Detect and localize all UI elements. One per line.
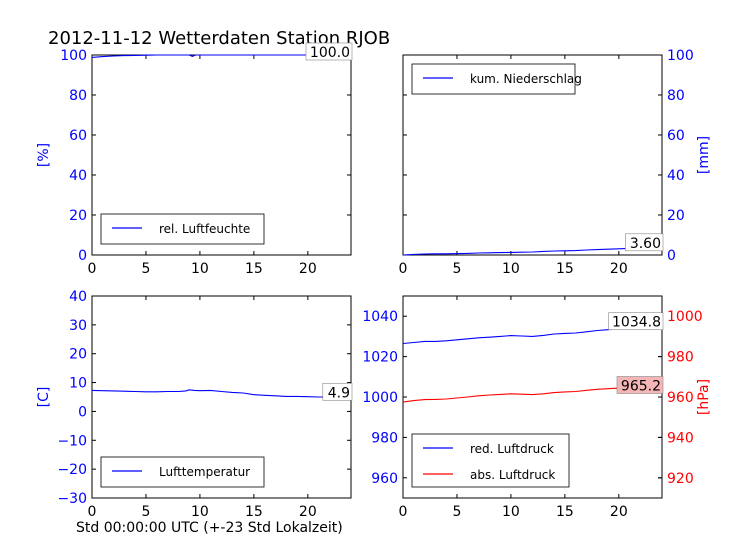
x-tick-label: 0 xyxy=(88,504,97,520)
last-value-frame xyxy=(625,233,664,252)
y-tick-label: 1000 xyxy=(362,390,398,406)
y-right-tick-label: 980 xyxy=(667,350,694,366)
legend-frame xyxy=(100,456,265,488)
y-tick-label: 60 xyxy=(667,128,685,144)
y-tick-label: 0 xyxy=(78,404,87,420)
chart-panel-2: 0 5 10 15 20 0 20 40 60 80 100 [mm] 3.60 kum. Nieders… xyxy=(399,48,712,277)
y-axis-label: [hPa] xyxy=(696,379,712,415)
legend-label-1: red. Luftdruck xyxy=(470,442,554,456)
last-value-label: 100.0 xyxy=(310,45,350,61)
last-value-box: 965.2 xyxy=(616,376,664,394)
y-right-tick-label: 1000 xyxy=(667,309,703,325)
x-tick-label: 0 xyxy=(399,261,408,277)
chart-panel-4: 0 5 10 15 20 960 980 1000 1020 1040 920 940 960 980 10… xyxy=(362,295,712,520)
y-tick-label: 980 xyxy=(371,430,398,446)
y-tick-label: 10 xyxy=(69,376,87,392)
legend-frame xyxy=(411,433,570,488)
last-value-frame xyxy=(608,312,664,331)
chart-panel-1: 0 5 10 15 20 0 20 40 60 80 100 [%] 100.0 rel. Luftfeu… xyxy=(36,42,353,277)
last-value-box: 1034.8 xyxy=(608,312,664,331)
y-right-tick-label: 940 xyxy=(667,430,694,446)
y-axis-label: [C] xyxy=(36,387,52,408)
y-tick-label: 100 xyxy=(60,48,87,64)
last-value-box: 100.0 xyxy=(305,42,353,61)
x-tick-label: 15 xyxy=(556,261,574,277)
last-value-frame xyxy=(305,42,353,61)
legend-label-1: rel. Luftfeuchte xyxy=(159,222,250,236)
x-tick-label: 0 xyxy=(88,261,97,277)
last-value-label: 1034.8 xyxy=(612,315,661,331)
chart-panel-3: 0 5 10 15 20 −30 −20 −10 0 10 20 30 40 [C] 4.9 Lufttemp… xyxy=(36,289,353,520)
y-tick-label: 100 xyxy=(667,48,694,64)
y-tick-label: 60 xyxy=(69,128,87,144)
x-tick-label: 5 xyxy=(141,504,150,520)
y-tick-label: 40 xyxy=(69,168,87,184)
y-axis-label: [%] xyxy=(36,143,52,167)
x-tick-label: 5 xyxy=(452,504,461,520)
y-tick-label: 20 xyxy=(69,208,87,224)
x-tick-label: 20 xyxy=(299,261,317,277)
x-tick-label: 10 xyxy=(191,504,209,520)
y-tick-label: 30 xyxy=(69,318,87,334)
legend: rel. Luftfeuchte xyxy=(100,213,265,245)
y-tick-label: 960 xyxy=(371,471,398,487)
x-tick-label: 20 xyxy=(610,504,628,520)
y-tick-label: 1020 xyxy=(362,350,398,366)
x-tick-label: 5 xyxy=(452,261,461,277)
last-value-box: 4.9 xyxy=(322,382,353,401)
legend-label-1: Lufttemperatur xyxy=(159,465,250,479)
last-value-label: 965.2 xyxy=(621,378,661,394)
shared-x-axis-label: Std 00:00:00 UTC (+-23 Std Lokalzeit) xyxy=(76,520,343,536)
y-tick-label: 80 xyxy=(69,88,87,104)
last-value-frame xyxy=(322,382,353,401)
series-line-1 xyxy=(402,247,663,256)
y-tick-label: 20 xyxy=(667,208,685,224)
x-tick-label: 5 xyxy=(141,261,150,277)
last-value-label: 3.60 xyxy=(630,236,661,252)
y-tick-label: 0 xyxy=(78,248,87,264)
y-right-tick-label: 960 xyxy=(667,390,694,406)
x-tick-label: 15 xyxy=(245,261,263,277)
figure-title: 2012-11-12 Wetterdaten Station RJOB xyxy=(48,28,390,49)
x-tick-label: 10 xyxy=(502,504,520,520)
x-tick-label: 10 xyxy=(191,261,209,277)
x-tick-label: 10 xyxy=(502,261,520,277)
y-tick-label: 40 xyxy=(667,168,685,184)
y-axis-label: [mm] xyxy=(696,136,712,174)
series-line-1 xyxy=(91,54,351,58)
y-tick-label: 40 xyxy=(69,289,87,305)
last-value-box: 3.60 xyxy=(625,233,664,252)
y-tick-label: −20 xyxy=(57,462,87,478)
legend: kum. Niederschlag xyxy=(411,63,582,95)
y-tick-label: −30 xyxy=(57,491,87,507)
y-tick-label: −10 xyxy=(57,433,87,449)
legend: red. Luftdruck abs. Luftdruck xyxy=(411,433,570,488)
x-tick-label: 15 xyxy=(556,504,574,520)
y-tick-label: 80 xyxy=(667,88,685,104)
x-tick-label: 15 xyxy=(245,504,263,520)
legend: Lufttemperatur xyxy=(100,456,265,488)
legend-label-1: kum. Niederschlag xyxy=(470,72,582,86)
y-tick-label: 20 xyxy=(69,347,87,363)
last-value-frame xyxy=(616,376,664,394)
last-value-label: 4.9 xyxy=(328,385,350,401)
y-tick-label: 0 xyxy=(667,248,676,264)
series-line-1 xyxy=(91,389,351,398)
legend-frame xyxy=(100,213,265,245)
x-tick-label: 20 xyxy=(610,261,628,277)
legend-label-2: abs. Luftdruck xyxy=(470,468,555,482)
y-right-tick-label: 920 xyxy=(667,471,694,487)
legend-frame xyxy=(411,63,576,95)
x-tick-label: 20 xyxy=(299,504,317,520)
y-tick-label: 1040 xyxy=(362,309,398,325)
plot-frame xyxy=(402,54,663,256)
x-tick-label: 0 xyxy=(399,504,408,520)
